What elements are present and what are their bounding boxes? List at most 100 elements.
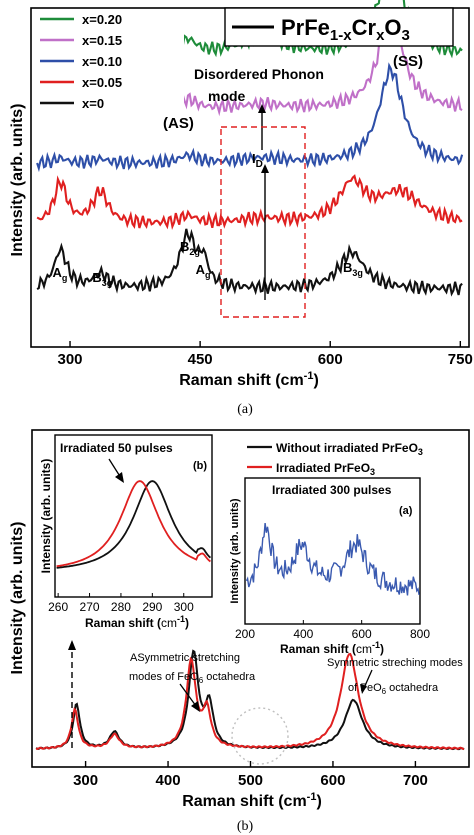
asym-arrow-shaft (179, 683, 197, 707)
panel-b-xticks: 300 400 500 600 700 (73, 761, 428, 789)
legend-b-without-sub: 3 (418, 447, 423, 457)
title-part-main: PrFe (281, 15, 330, 40)
inset-left-xticks: 260 270 280 290 300 (48, 593, 194, 614)
legend-a-bg (34, 10, 184, 130)
annotation-id: ID (252, 151, 263, 170)
inset-right-xlabel-unit: cm (356, 642, 372, 656)
a-tick-label-750: 750 (448, 351, 473, 368)
inset-left-xlabel-text: Raman shift ( (85, 616, 161, 630)
panel-b-xlabel: Raman shift (cm-1) (182, 791, 322, 810)
mode-label-2-sub: 2g (189, 247, 200, 257)
title-part-sub1: 1-x (330, 27, 352, 44)
inset-right-xlabel-sup: -1 (372, 640, 380, 650)
inset-right-tick-label-200: 200 (235, 627, 255, 641)
legend-b-irradiated-sub: 3 (370, 467, 375, 477)
inset-left-xlabel-close: ) (185, 616, 189, 630)
legend-b-label-without: Without irradiated PrFeO3 (276, 441, 423, 457)
mode-label-1-main: B (92, 270, 101, 285)
legend-a-label-x=0.20: x=0.20 (82, 12, 122, 27)
title-part-end: O (384, 15, 401, 40)
b-tick-label-700: 700 (403, 772, 428, 789)
title-part-mid: Cr (352, 15, 377, 40)
id-arrow-head (261, 164, 269, 173)
dotted-circle (231, 707, 289, 765)
mode-label-4-main: B (343, 260, 352, 275)
b-tick-label-300: 300 (73, 772, 98, 789)
panel-a-xlabel-close: ) (313, 372, 318, 389)
mode-label-4: B3g (343, 260, 363, 278)
annotation-sym-2-sub: 6 (382, 687, 387, 696)
inset-right-tag: (a) (399, 505, 413, 517)
mode-label-2: B2g (180, 239, 200, 257)
title-part-sub2: x (376, 27, 385, 44)
series-a-x=0.05 (36, 174, 463, 231)
inset-right-xlabel-text: Raman shift ( (280, 642, 356, 656)
inset-right-ylabel: Intensity (arb. units) (229, 498, 241, 603)
mode-label-4-sub: 3g (352, 268, 363, 278)
title-part-sub3: 3 (402, 27, 410, 44)
legend-a-label-x=0.10: x=0.10 (82, 54, 122, 69)
caption-a: (a) (237, 402, 253, 417)
mode-label-0-main: A (52, 265, 62, 280)
legend-a-label-x=0.05: x=0.05 (82, 75, 122, 90)
inset-right-series-line (245, 523, 420, 596)
annotation-sym-1: Symmetric streching modes (327, 657, 463, 669)
panel-a-xlabel-sup: -1 (304, 370, 314, 382)
disordered-arrow-head (258, 104, 266, 113)
sym-arrow-shaft (363, 669, 373, 689)
inset-right-series (245, 523, 420, 596)
panel-b-series (35, 649, 465, 751)
legend-b-irradiated-text: Irradiated PrFeO (276, 461, 370, 475)
panel-b-xlabel-sup: -1 (307, 791, 317, 803)
inset-left-tick-label-270: 270 (80, 600, 100, 614)
inset-right-xlabel: Raman shift (cm-1) (280, 640, 384, 656)
panel-b: 300 400 500 600 700 Intensity (arb. units) R… (9, 429, 470, 810)
mode-label-0-sub: g (62, 273, 67, 283)
legend-a-label-x=0: x=0 (82, 96, 104, 111)
panel-a-title: PrFe1-xCrxO3 (281, 15, 410, 44)
inset-left-xlabel-unit: cm (161, 616, 177, 630)
annotation-disordered: Disordered Phonon (194, 66, 324, 82)
mode-label-3-sub: g (205, 270, 211, 280)
annotation-asym-2-end: octahedra (203, 671, 256, 683)
annotation-id-main: I (252, 151, 256, 166)
panel-b-xlabel-text: Raman shift (cm (182, 793, 306, 810)
inset-right-xlabel-close: ) (380, 642, 384, 656)
panel-a-xticks: 300 450 600 750 (58, 341, 473, 368)
annotation-asym-2: modes of FeO6 octahedra (129, 671, 256, 685)
inset-left-xlabel-sup: -1 (177, 614, 185, 624)
mode-label-1-sub: 3g (102, 278, 113, 288)
inset-left-series-0 (56, 480, 212, 569)
b-tick-label-400: 400 (156, 772, 181, 789)
inset-left-tag: (b) (193, 460, 207, 472)
annotation-sym-2-end: octahedra (386, 682, 439, 694)
mode-label-1: B3g (92, 270, 112, 288)
panel-a-xlabel: Raman shift (cm-1) (179, 370, 319, 389)
inset-left-tick-label-300: 300 (174, 600, 194, 614)
annotation-ss: (SS) (393, 53, 423, 70)
inset-left: 260 270 280 290 300 Irradiated 50 pulses (b)… (39, 434, 213, 630)
annotation-asym-1: ASymmetric stretching (130, 652, 240, 664)
inset-right-xticks: 200 400 600 800 (235, 620, 430, 641)
annotation-id-sub: D (256, 159, 263, 170)
panel-a-ylabel: Intensity (arb. units) (9, 104, 26, 257)
series-a-x=0 (36, 228, 463, 297)
panel-b-xlabel-close: ) (316, 793, 321, 810)
inset-left-tick-label-290: 290 (142, 600, 162, 614)
panel-a: 300 450 600 750 Intensity (arb. units) Rama… (9, 0, 473, 389)
b-tick-label-600: 600 (320, 772, 345, 789)
sym-arrow-head (360, 684, 367, 694)
inset-right-tick-label-800: 800 (410, 627, 430, 641)
legend-b-label-irradiated: Irradiated PrFeO3 (276, 461, 375, 477)
inset-left-arrow-head (115, 472, 124, 483)
inset-left-tick-label-260: 260 (48, 600, 68, 614)
series-a-x=0.10 (36, 62, 464, 173)
a-tick-label-300: 300 (58, 351, 83, 368)
legend-b-without-text: Without irradiated PrFeO (276, 441, 418, 455)
a-tick-label-450: 450 (188, 351, 213, 368)
inset-left-series (56, 480, 212, 569)
annotation-mode: mode (208, 88, 246, 104)
panel-a-xlabel-text: Raman shift (cm (179, 372, 303, 389)
